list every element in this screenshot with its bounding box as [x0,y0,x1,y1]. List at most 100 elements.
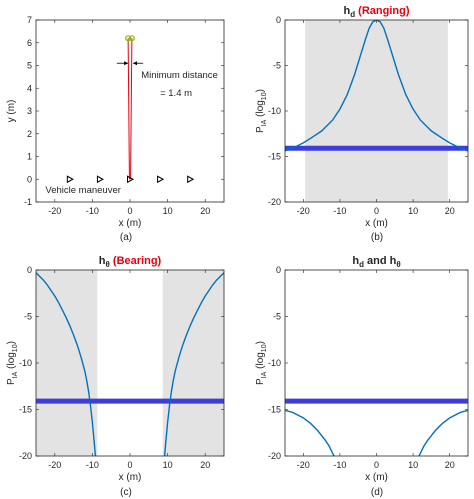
annotation-arrowhead-left [124,61,129,66]
panel-label: (a) [120,232,132,243]
shaded-region-1 [36,270,98,456]
y-axis-label-part-4: 10 [12,344,19,352]
panel-label: (d) [371,487,383,498]
vehicle-marker-1 [66,175,74,184]
y-axis-label-part-2: IA [12,371,19,378]
x-tick-label-3: 0 [127,206,132,216]
vehicle-marker-5 [187,175,195,184]
x-tick-label-2: -10 [86,460,99,470]
y-axis-label-part-4: 10 [261,344,268,352]
y-tick-label-7: 5 [27,61,32,71]
y-tick-label-5: 3 [27,106,32,116]
series-curve-2 [163,272,224,456]
y-tick-label-8: 6 [27,38,32,48]
panel-d: -20 -10 0 10 20-20-15-10-50x (m)PIA (log10)h… [255,255,469,498]
x-tick-label-4: 10 [408,206,418,216]
x-tick-label-5: 20 [200,460,210,470]
panel-title: hθ (Bearing) [99,255,162,269]
y-tick-label-3: -10 [268,358,281,368]
annotation-arrowhead-right [133,61,138,66]
y-axis-label-part-5: ) [6,341,17,344]
x-tick-label-4: 10 [163,206,173,216]
y-axis-label-part-1: P [6,378,17,385]
vehicle-marker-2 [96,175,104,184]
panel-title: hd (Ranging) [343,5,409,19]
x-tick-label-3: 0 [127,460,132,470]
y-tick-label-3: 1 [27,152,32,162]
ray-line-1 [127,38,130,180]
y-tick-label-3: -10 [19,358,32,368]
sensor-point-2 [128,35,135,42]
y-tick-label-2: -15 [268,405,281,415]
y-tick-label-2: -15 [268,152,281,162]
x-tick-label-2: -10 [333,206,346,216]
vehicle-marker-3 [127,175,135,184]
series-curve-2 [418,409,468,456]
y-tick-label-4: -5 [24,312,32,322]
title-part-3: (Bearing) [110,255,162,267]
panel-title: hd and hθ [352,255,400,269]
y-axis-label-part-2: IA [261,119,268,126]
series-curve-1 [285,20,468,152]
series-curve-1 [36,272,97,456]
x-tick-label-5: 20 [445,460,455,470]
y-axis-label-part-1: P [255,378,266,385]
y-tick-label-2: 0 [27,174,32,184]
y-tick-label-6: 4 [27,83,32,93]
y-axis-label-part-1: P [255,126,266,133]
x-tick-label-2: -10 [86,206,99,216]
ray-line-2 [130,38,133,180]
y-tick-label-4: -5 [273,312,281,322]
panel-label: (c) [120,487,132,498]
vehicle-marker-4 [157,175,165,184]
x-tick-label-4: 10 [163,460,173,470]
title-part-1: h [352,255,359,267]
x-tick-label-5: 20 [200,206,210,216]
title-part-2: d [359,260,364,269]
y-axis-label-part-4: 10 [261,92,268,100]
title-part-2: θ [106,260,110,269]
panel-b: -20 -10 0 10 20-20-15-10-50x (m)PIA (log10)h… [255,5,469,243]
shaded-region-2 [162,270,224,456]
vehicle-maneuver-label: Vehicle maneuver [45,185,121,196]
x-axis-label: x (m) [119,472,142,483]
title-part-1: h [343,5,350,17]
plot-area [36,20,224,202]
series-curve-1 [285,409,335,456]
x-axis-label: x (m) [365,218,388,229]
shaded-region-1 [305,20,448,202]
y-axis-label-part-5: ) [255,341,266,344]
x-tick-label-4: 10 [408,460,418,470]
y-axis-label: PIA (log10) [255,341,268,385]
title-part-3: (Ranging) [355,5,410,17]
y-tick-label-5: 0 [27,265,32,275]
y-tick-label-5: 0 [276,15,281,25]
y-tick-label-2: -15 [19,405,32,415]
y-tick-label-5: 0 [276,265,281,275]
title-part-3: and h [364,255,397,267]
panel-c: -20 -10 0 10 20-20-15-10-50x (m)PIA (log10)h… [6,255,225,498]
y-axis-label: PIA (log10) [255,89,268,133]
x-tick-label-1: -20 [297,206,310,216]
x-tick-label-5: 20 [445,206,455,216]
y-tick-label-9: 7 [27,15,32,25]
x-axis-label: x (m) [365,472,388,483]
x-tick-label-3: 0 [374,460,379,470]
y-tick-label-4: 2 [27,129,32,139]
x-tick-label-1: -20 [48,206,61,216]
y-axis-label-part-5: ) [255,89,266,92]
y-axis-label-part-2: IA [261,371,268,378]
x-tick-label-1: -20 [48,460,61,470]
y-tick-label-1: -20 [268,197,281,207]
panel-label: (b) [371,232,383,243]
y-tick-label-3: -10 [268,106,281,116]
x-tick-label-1: -20 [297,460,310,470]
y-axis-label: y (m) [6,100,17,123]
sensor-point-1 [125,35,132,42]
y-axis-label-part-3: (log [6,352,17,371]
y-axis-label-part-3: (log [255,352,266,371]
y-tick-label-1: -20 [268,451,281,461]
y-axis-label: PIA (log10) [6,341,19,385]
title-part-1: h [99,255,106,267]
